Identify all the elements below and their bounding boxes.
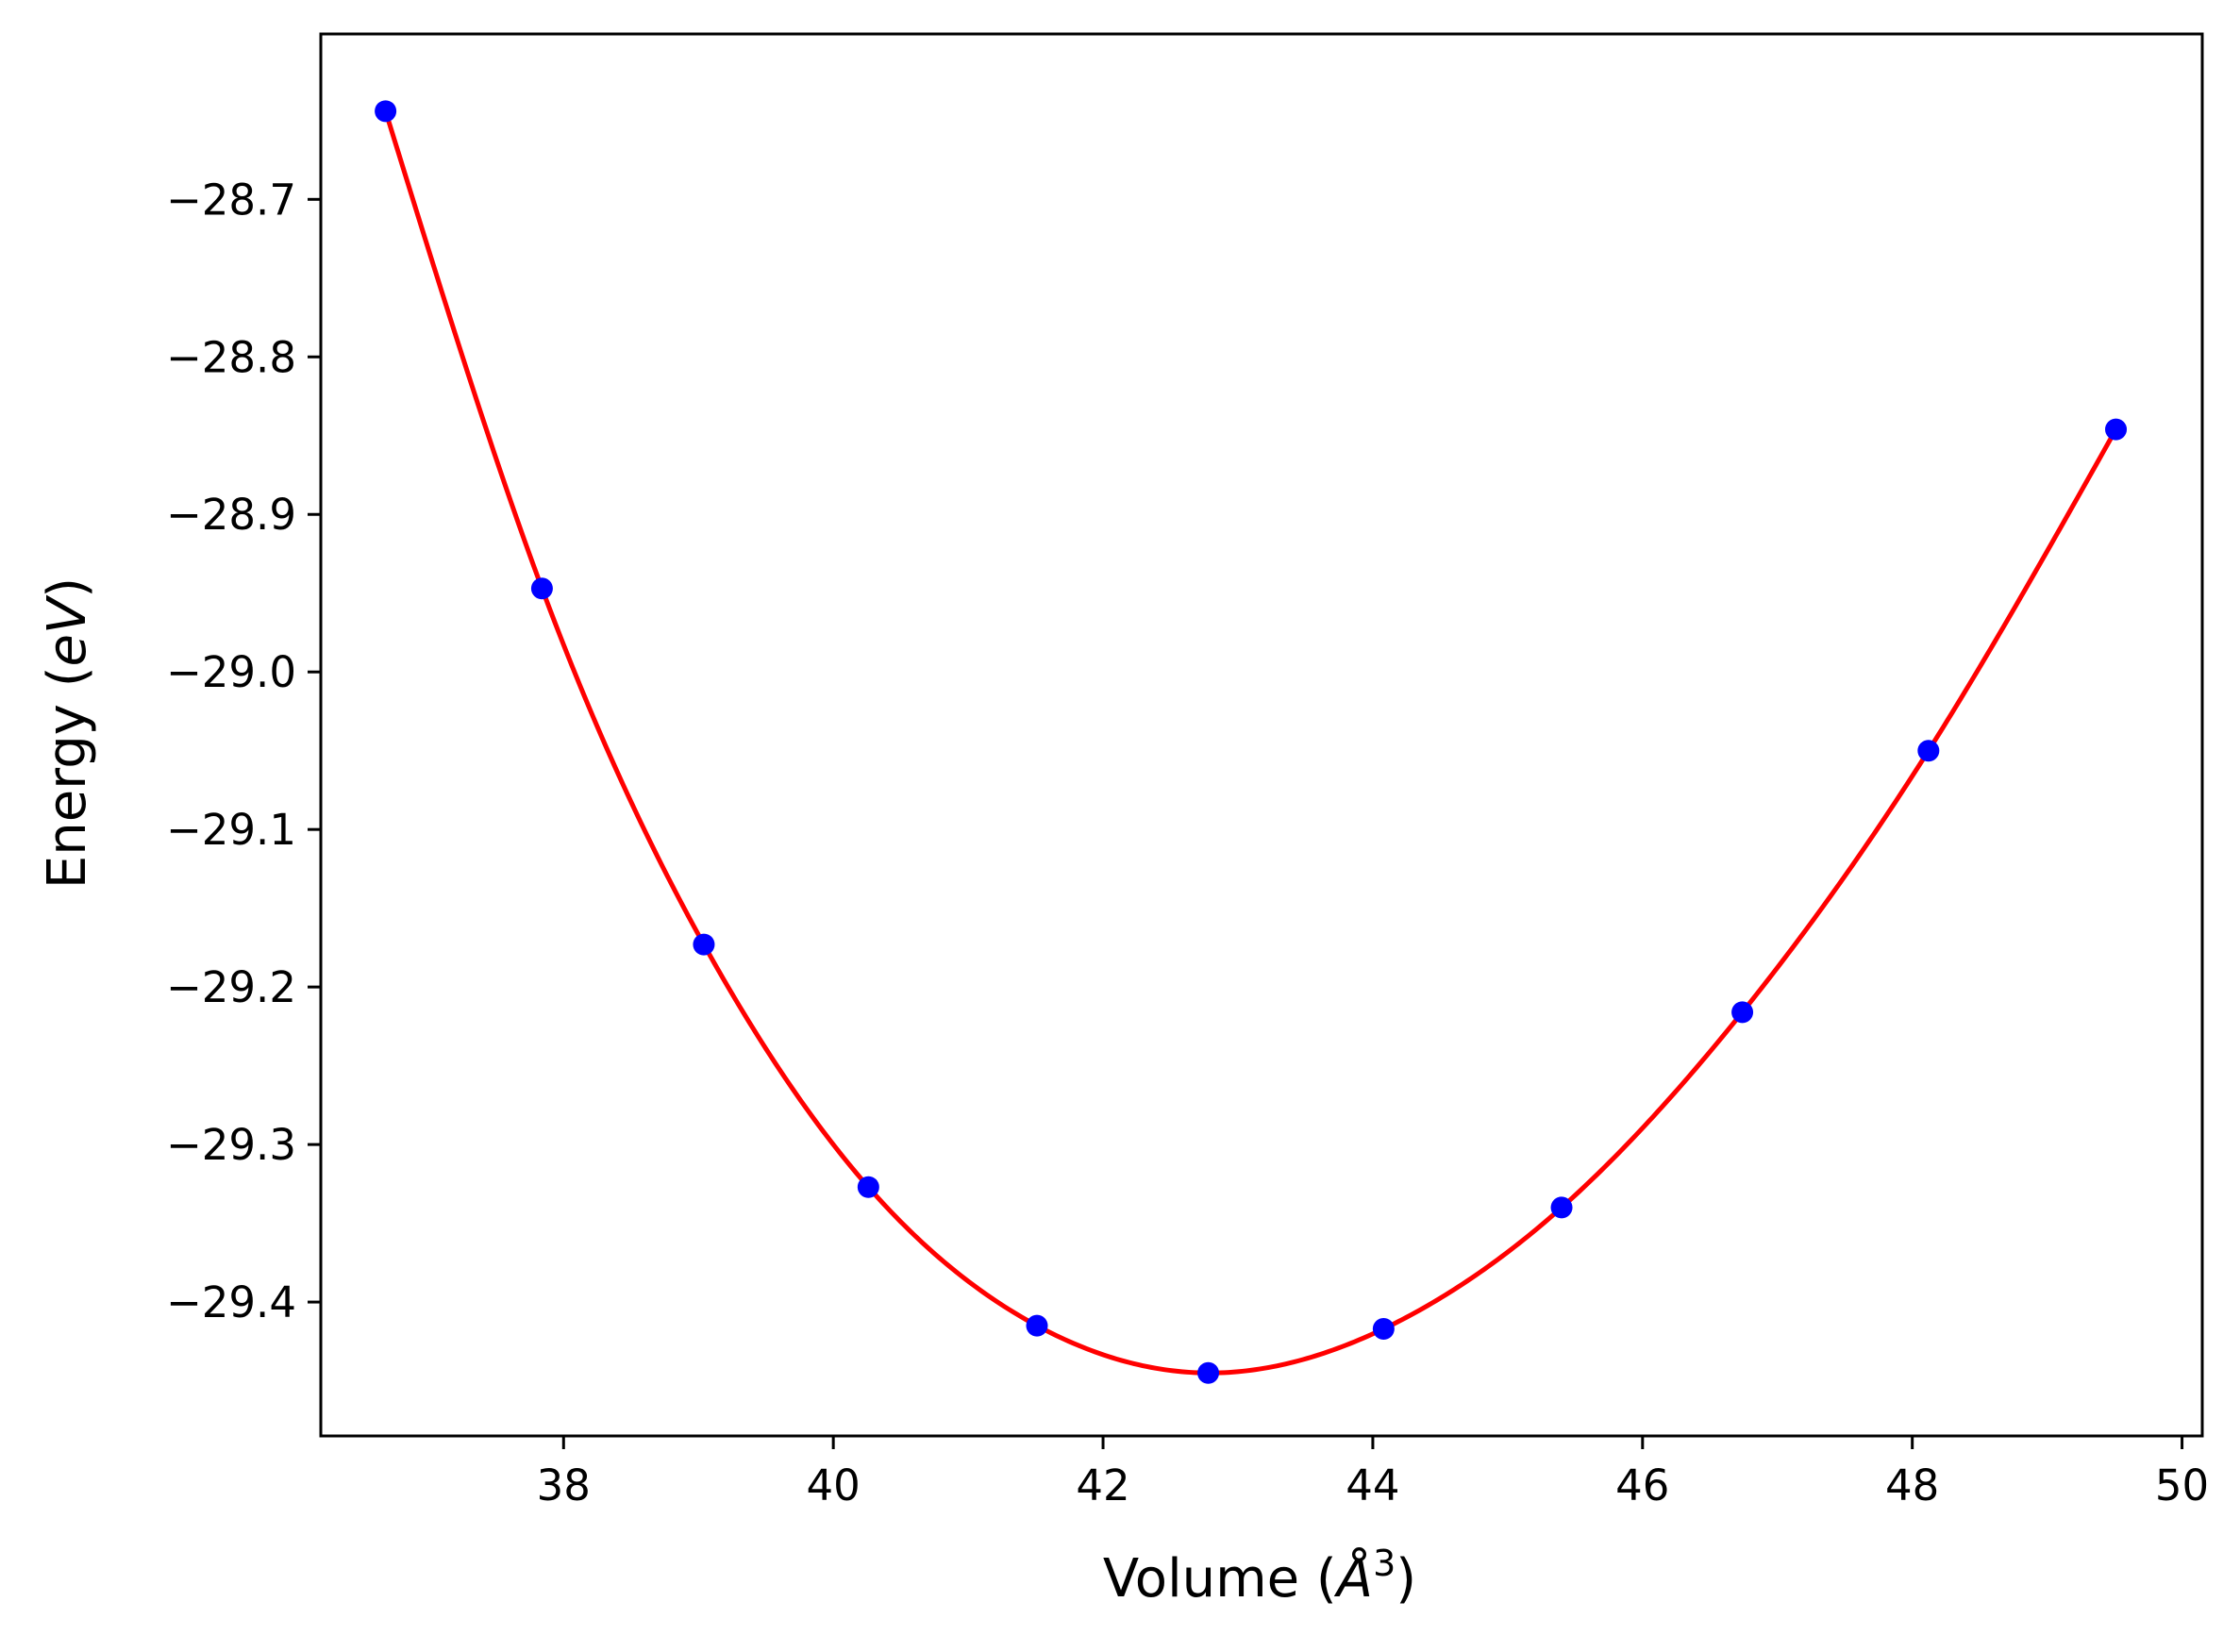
y-axis-ticks: −28.7 −28.8 −28.9 −29.0 −29.1 −29.2 −29.3 −29.4 — [166, 175, 321, 1327]
x-tick-label: 44 — [1346, 1460, 1399, 1510]
data-point — [1197, 1361, 1220, 1384]
plot-frame — [319, 32, 2204, 1438]
x-tick-label: 50 — [2155, 1460, 2209, 1510]
x-tick-label: 42 — [1076, 1460, 1129, 1510]
data-point — [693, 933, 715, 956]
y-tick-label: −28.7 — [166, 175, 296, 225]
fit-curve-line — [383, 110, 2118, 1376]
data-point — [1550, 1196, 1573, 1219]
data-point — [857, 1176, 879, 1198]
x-axis-ticks: 38 40 42 44 46 48 50 — [537, 1436, 2209, 1510]
y-tick-label: −28.8 — [166, 332, 296, 382]
data-point — [530, 577, 553, 600]
x-tick-label: 48 — [1885, 1460, 1939, 1510]
x-tick-label: 38 — [537, 1460, 591, 1510]
y-axis-label: Energy (eV) — [37, 577, 98, 889]
data-point — [1372, 1317, 1395, 1340]
data-point — [1917, 740, 1940, 762]
data-point — [375, 100, 397, 123]
data-point — [1026, 1314, 1048, 1337]
data-points-layer — [375, 100, 2128, 1384]
y-tick-label: −29.3 — [166, 1120, 296, 1170]
fit-curve-layer — [383, 110, 2118, 1376]
x-axis-label: Volume (Å3) — [1103, 1543, 1416, 1610]
x-tick-label: 46 — [1615, 1460, 1669, 1510]
x-tick-label: 40 — [807, 1460, 861, 1510]
y-tick-label: −29.2 — [166, 962, 296, 1012]
data-point — [1731, 1001, 1754, 1024]
y-tick-label: −29.0 — [166, 647, 296, 697]
data-point — [2105, 418, 2128, 441]
y-tick-label: −28.9 — [166, 490, 296, 540]
y-tick-label: −29.4 — [166, 1277, 296, 1327]
y-tick-label: −29.1 — [166, 805, 296, 855]
